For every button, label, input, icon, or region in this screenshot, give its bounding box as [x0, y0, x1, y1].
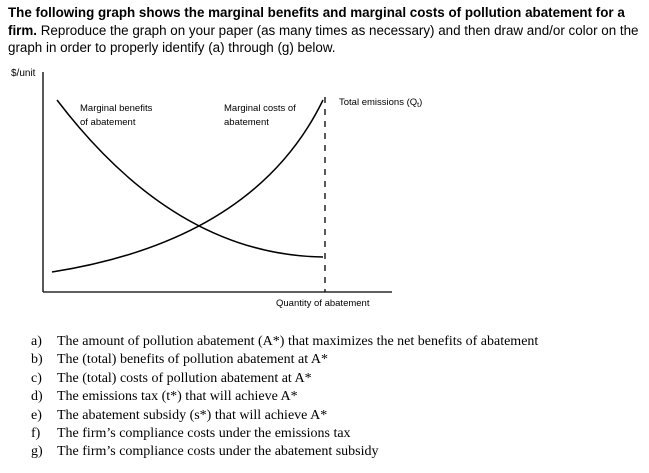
y-axis-label: $/unit: [11, 68, 36, 79]
mc-label-line1: Marginal costs of: [224, 103, 296, 114]
list-item: g) The firm’s compliance costs under the …: [31, 444, 379, 460]
problem-intro: The following graph shows the marginal b…: [8, 4, 644, 57]
intro-instructions: Reproduce the graph on your paper (as ma…: [8, 22, 639, 56]
intro-bold-sentence: The following graph shows the marginal b…: [8, 5, 625, 38]
total-emissions-label: Total emissions (Qt): [339, 97, 422, 109]
list-item: b) The (total) benefits of pollution abat…: [31, 352, 328, 368]
mb-label-line2: of abatement: [80, 117, 136, 128]
x-axis-label: Quantity of abatement: [276, 298, 370, 309]
mc-label-line2: abatement: [224, 117, 269, 128]
question-list: a) The amount of pollution abatement (A*)…: [31, 333, 538, 462]
list-item: a) The amount of pollution abatement (A*)…: [31, 334, 539, 349]
marginal-benefits-curve: [56, 99, 324, 258]
list-item: c) The (total) costs of pollution abateme…: [31, 370, 312, 386]
list-item: f) The firm’s compliance costs under the …: [31, 426, 351, 442]
marginal-costs-curve: [51, 99, 324, 273]
mb-label-line1: Marginal benefits: [80, 103, 153, 114]
list-item: e) The abatement subsidy (s*) that will a…: [31, 407, 328, 423]
list-item: d) The emissions tax (t*) that will achie…: [31, 389, 298, 405]
